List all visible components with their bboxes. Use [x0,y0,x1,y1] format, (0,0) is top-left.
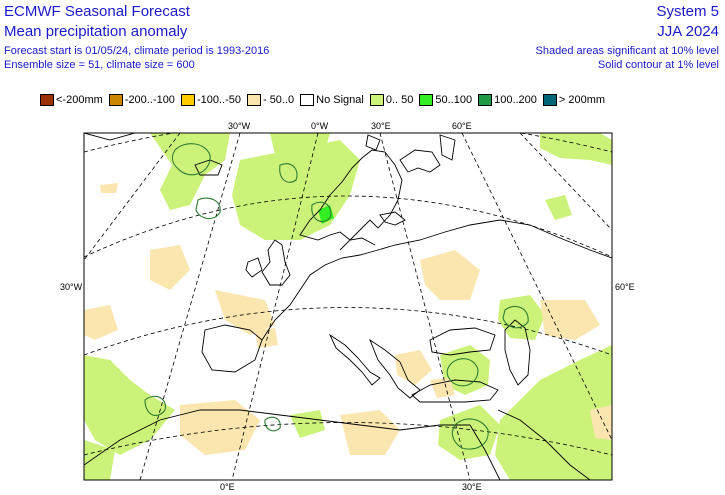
coast-britain [261,239,291,286]
legend-label: - 50..0 [262,94,295,106]
legend-swatch [542,94,557,106]
coastlines [84,133,612,480]
dry-area-balkans [395,350,432,385]
legend: <-200mm -200..-100 -100..-50 - 50..0 No Sign… [40,93,611,107]
coast-arabia [497,409,591,480]
legend-swatch [419,94,434,106]
legend-swatch [180,94,195,106]
coast-greenland [84,133,136,141]
legend-label: No Signal [316,94,364,106]
legend-swatch [369,94,384,106]
legend-item: 100..200 [478,94,537,106]
legend-item: <-200mm [40,94,103,106]
wet-area-greenland-sea [270,133,330,160]
chart-title: ECMWF Seasonal Forecast [4,3,190,20]
wet-area-arctic-east [540,133,612,165]
legend-item: -200..-100 [108,94,175,106]
ensemble-info: Ensemble size = 51, climate size = 600 [4,59,195,71]
legend-label: -200..-100 [124,94,175,106]
chart-subtitle: Mean precipitation anomaly [4,23,188,40]
dry-area-central-asia [590,405,612,440]
legend-item: 50..100 [419,94,472,106]
legend-swatch [246,94,261,106]
coast-gulf-finland [379,211,406,226]
coast-novaya [439,134,456,161]
coast-caspian [504,319,531,386]
lon-label-bottom-30e: 30°E [462,482,482,492]
lon-label-top-30e: 30°E [371,121,391,131]
coast-turkey [411,379,499,403]
legend-label: 0.. 50 [385,94,414,106]
graticule [84,133,612,480]
legend-label: 100..200 [494,94,537,106]
lon-label-top-30w: 30°W [228,121,251,131]
coast-continent [261,219,612,341]
lon-label-top-0w: 0°W [311,121,329,131]
coast-italy [328,333,381,386]
dry-area-atlantic-mid [84,305,118,340]
legend-item: No Signal [300,94,364,106]
lon-label-right-60e: 60°E [615,282,635,292]
coast-balkans [369,338,421,399]
dry-area-atlantic-west [150,245,190,290]
coast-north-africa [84,409,470,466]
coast-iberia [201,324,263,373]
legend-swatch [478,94,493,106]
system-label: System 5 [656,3,719,20]
legend-swatch [108,94,123,106]
dry-area-france [255,328,278,348]
legend-label: 50..100 [435,94,473,106]
legend-item: > 200mm [542,94,606,106]
significance-shaded: Shaded areas significant at 10% level [535,45,719,57]
legend-item: - 50..0 [246,94,295,106]
dry-area-north-africa [180,400,260,455]
dry-area-iberia [215,290,275,335]
dry-area-west-russia [420,250,480,300]
coast-black-sea [429,327,496,356]
lon-label-left-30w: 30°W [60,282,83,292]
coast-ireland [245,257,263,278]
significance-contour: Solid contour at 1% level [597,59,719,71]
wet-area-north-atlantic [150,133,230,210]
map-frame [83,132,613,481]
lon-label-bottom-0e: 0°E [220,482,235,492]
anomaly-shading [84,133,612,480]
legend-swatch [300,94,315,106]
coast-red-sea [469,424,501,480]
dry-area-east-med [430,378,455,398]
coast-scandinavia [299,149,403,241]
coast-svalbard [365,134,381,151]
wet-area-atlantic-south [84,355,175,455]
legend-label: <-200mm [56,94,103,106]
legend-item: -100..-50 [180,94,241,106]
wet-area-arabia [438,405,500,460]
coast-kola [399,149,441,173]
lon-label-top-60e: 60°E [452,121,472,131]
dry-area-north-sea [100,183,118,193]
wet-area-russia-east [545,195,572,220]
legend-label: > 200mm [558,94,606,106]
legend-swatch [40,94,54,106]
dry-area-caspian-north [540,300,600,340]
wet-area-caucasus [498,295,545,340]
wet-area-middle-east [495,345,612,480]
significance-contours [144,143,529,450]
coast-baltic [339,237,376,251]
wet-area-atlantic-southwest [84,440,115,480]
dry-area-libya [340,410,400,455]
forecast-info: Forecast start is 01/05/24, climate peri… [4,45,270,57]
legend-label: -100..-50 [196,94,241,106]
season-label: JJA 2024 [657,23,719,40]
legend-item: 0.. 50 [369,94,414,106]
